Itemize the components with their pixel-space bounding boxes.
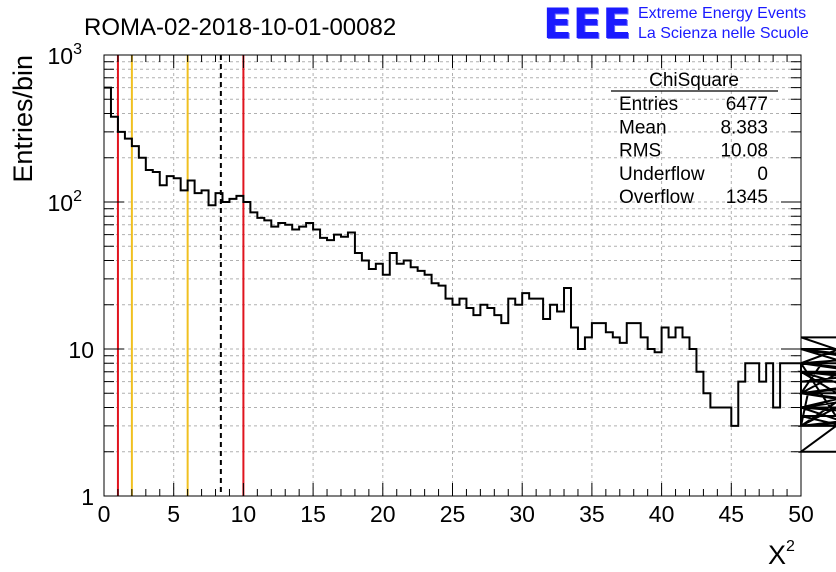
y-axis-ticks: 1 10 102 103: [48, 41, 801, 510]
stats-box-rows: Entries 6477 Mean 8.383 RMS 10.08 Underflow 0 Ov…: [619, 94, 768, 208]
x-axis-label: X2: [768, 538, 795, 570]
chart-title: ROMA-02-2018-10-01-00082: [84, 14, 396, 41]
x-tick-label: 20: [370, 501, 396, 527]
x-tick-label: 0: [98, 501, 111, 527]
grid: [104, 55, 801, 496]
x-tick-label: 35: [579, 501, 605, 527]
y-tick-label: 103: [48, 41, 83, 69]
x-axis-label-base: X: [768, 540, 786, 570]
x-tick-label: 40: [649, 501, 675, 527]
stats-box: ChiSquare Entries 6477 Mean 8.383 RMS 10.08 Un…: [611, 70, 778, 208]
stats-value-rms: 10.08: [720, 141, 768, 162]
stats-label-entries: Entries: [619, 94, 678, 115]
stats-value-mean: 8.383: [720, 117, 768, 138]
x-axis-label-exponent: 2: [786, 538, 795, 555]
stats-label-rms: RMS: [619, 141, 661, 162]
reference-lines: [116, 55, 245, 496]
x-tick-label: 15: [300, 501, 326, 527]
x-tick-label: 30: [509, 501, 535, 527]
y-axis-label: Entries/bin: [8, 55, 38, 183]
stats-value-entries: 6477: [726, 94, 768, 115]
stats-label-underflow: Underflow: [619, 164, 705, 185]
stats-value-overflow: 1345: [726, 187, 768, 208]
stats-box-title: ChiSquare: [649, 70, 739, 91]
y-tick-label: 10: [68, 337, 94, 363]
x-tick-label: 45: [719, 501, 745, 527]
x-tick-label: 10: [231, 501, 257, 527]
y-tick-label: 102: [48, 188, 83, 216]
logo-text-line1: Extreme Energy Events: [638, 5, 807, 22]
x-axis-ticks: 0 5 10 15 20 25 30 35 40 45 50: [98, 55, 814, 527]
x-tick-label: 25: [440, 501, 466, 527]
eee-logo: EEE: [543, 0, 633, 48]
stats-value-underflow: 0: [757, 164, 768, 185]
histogram-series: [104, 86, 836, 453]
logo-text-line2: La Scienza nelle Scuole: [638, 25, 809, 42]
stats-label-overflow: Overflow: [619, 187, 694, 208]
x-tick-label: 5: [167, 501, 180, 527]
y-tick-label: 1: [81, 484, 94, 510]
x-tick-label: 50: [788, 501, 814, 527]
stats-label-mean: Mean: [619, 117, 667, 138]
